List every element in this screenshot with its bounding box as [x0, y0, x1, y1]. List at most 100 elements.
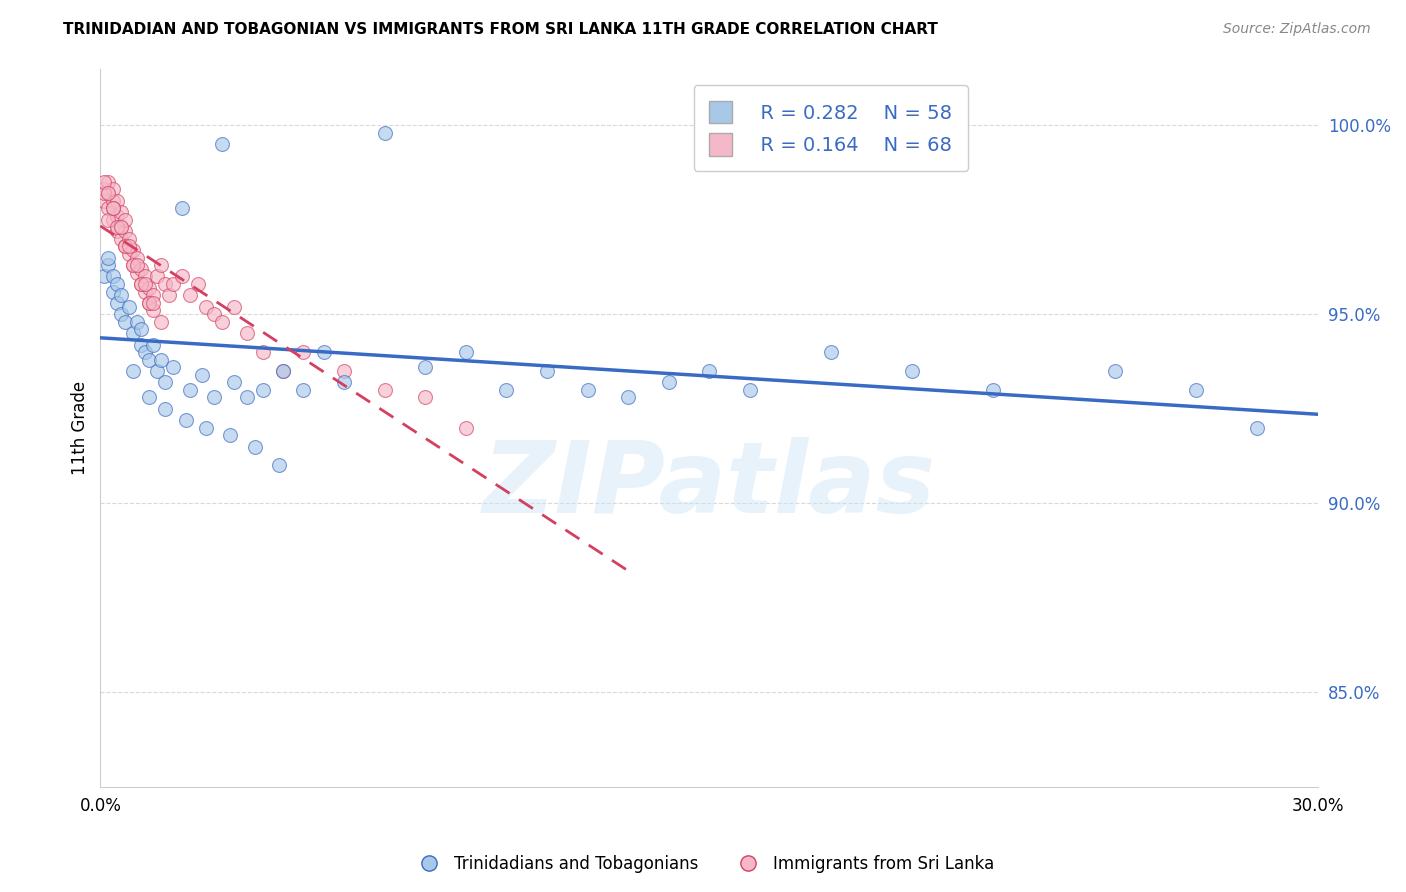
Point [105, 296, 128, 310]
Point [129, 337, 152, 351]
Point [125, 266, 148, 280]
Point [162, 277, 184, 291]
Point [235, 391, 257, 405]
Point [93, 194, 115, 208]
Point [134, 277, 156, 291]
Point [138, 296, 160, 310]
Point [97, 251, 120, 265]
Point [658, 376, 681, 390]
Point [155, 376, 177, 390]
Point [105, 224, 128, 238]
Point [101, 212, 124, 227]
Point [129, 261, 152, 276]
Point [110, 232, 132, 246]
Point [114, 224, 136, 238]
Point [179, 288, 201, 302]
Point [97, 202, 120, 216]
Point [142, 288, 165, 302]
Point [191, 368, 214, 382]
Point [105, 209, 128, 223]
Point [129, 277, 152, 291]
Point [97, 186, 120, 201]
Point [118, 246, 141, 260]
Point [373, 126, 395, 140]
Point [187, 277, 209, 291]
Point [454, 420, 477, 434]
Point [125, 258, 148, 272]
Point [170, 202, 193, 216]
Point [983, 383, 1005, 397]
Legend:   R = 0.282    N = 58,   R = 0.164    N = 68: R = 0.282 N = 58, R = 0.164 N = 68 [693, 86, 967, 171]
Point [110, 307, 132, 321]
Point [1104, 364, 1126, 378]
Point [121, 243, 143, 257]
Point [134, 345, 156, 359]
Point [110, 220, 132, 235]
Point [174, 413, 197, 427]
Point [121, 326, 143, 341]
Point [134, 285, 156, 299]
Point [146, 269, 169, 284]
Point [101, 182, 124, 196]
Point [121, 364, 143, 378]
Point [121, 258, 143, 272]
Point [138, 391, 160, 405]
Point [101, 285, 124, 299]
Text: Source: ZipAtlas.com: Source: ZipAtlas.com [1223, 22, 1371, 37]
Point [224, 300, 246, 314]
Point [292, 383, 315, 397]
Point [155, 277, 177, 291]
Point [333, 364, 356, 378]
Point [93, 186, 115, 201]
Point [93, 269, 115, 284]
Point [211, 315, 233, 329]
Point [97, 186, 120, 201]
Point [179, 383, 201, 397]
Point [114, 239, 136, 253]
Point [267, 458, 290, 473]
Point [118, 232, 141, 246]
Point [194, 300, 217, 314]
Point [211, 137, 233, 152]
Point [114, 212, 136, 227]
Point [157, 288, 180, 302]
Point [413, 391, 436, 405]
Point [292, 345, 315, 359]
Point [101, 194, 124, 208]
Point [105, 220, 128, 235]
Point [93, 182, 115, 196]
Point [219, 428, 242, 442]
Point [413, 360, 436, 375]
Point [101, 202, 124, 216]
Text: TRINIDADIAN AND TOBAGONIAN VS IMMIGRANTS FROM SRI LANKA 11TH GRADE CORRELATION C: TRINIDADIAN AND TOBAGONIAN VS IMMIGRANTS… [63, 22, 938, 37]
Point [536, 364, 558, 378]
Point [142, 303, 165, 318]
Point [134, 269, 156, 284]
Point [155, 401, 177, 416]
Point [146, 364, 169, 378]
Point [105, 277, 128, 291]
Point [271, 364, 294, 378]
Point [738, 383, 761, 397]
Legend: Trinidadians and Tobagonians, Immigrants from Sri Lanka: Trinidadians and Tobagonians, Immigrants… [405, 848, 1001, 880]
Point [333, 376, 356, 390]
Point [252, 345, 274, 359]
Point [97, 212, 120, 227]
Point [576, 383, 599, 397]
Point [125, 315, 148, 329]
Point [162, 360, 184, 375]
Point [125, 251, 148, 265]
Point [97, 258, 120, 272]
Point [901, 364, 924, 378]
Point [101, 202, 124, 216]
Point [224, 376, 246, 390]
Point [118, 300, 141, 314]
Point [97, 175, 120, 189]
Point [150, 258, 173, 272]
Point [252, 383, 274, 397]
Point [129, 322, 152, 336]
Point [138, 352, 160, 367]
Point [194, 420, 217, 434]
Point [138, 281, 160, 295]
Point [138, 296, 160, 310]
